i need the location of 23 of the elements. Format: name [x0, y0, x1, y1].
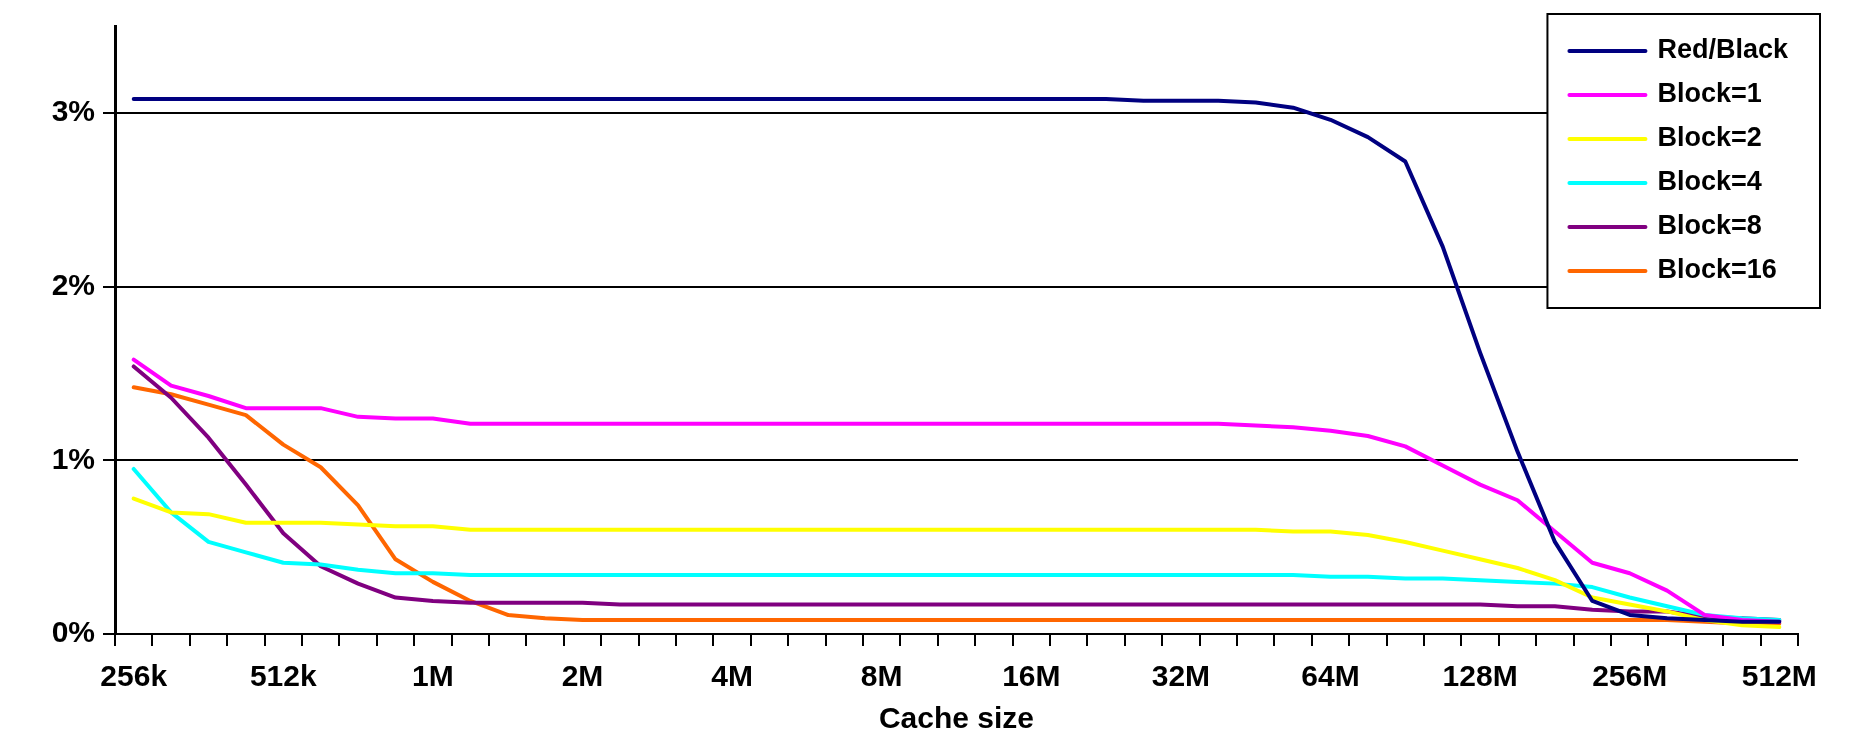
x-tick-label: 8M: [860, 659, 903, 693]
legend-label: Block=8: [1657, 210, 1762, 241]
x-tick-label: 2M: [561, 659, 604, 693]
legend-label: Block=16: [1657, 254, 1777, 285]
legend-label: Block=2: [1657, 122, 1762, 153]
x-tick-label: 512k: [249, 659, 317, 693]
x-axis-title: Cache size: [878, 701, 1035, 735]
x-tick-label: 64M: [1301, 659, 1360, 693]
legend-label: Red/Black: [1657, 34, 1789, 65]
y-tick-label: 2%: [51, 267, 95, 301]
x-tick-label: 16M: [1002, 659, 1061, 693]
y-tick-label: 3%: [51, 94, 95, 128]
x-tick-label: 256k: [100, 659, 168, 693]
y-tick-label: 1%: [51, 441, 95, 475]
x-tick-label: 4M: [711, 659, 753, 693]
x-tick-label: 256M: [1592, 659, 1668, 693]
y-tick-label: 0%: [51, 615, 95, 649]
x-tick-label: 512M: [1741, 659, 1817, 693]
legend-label: Block=1: [1657, 78, 1762, 109]
x-tick-label: 1M: [412, 659, 454, 693]
x-tick-label: 32M: [1151, 659, 1211, 693]
x-tick-label: 128M: [1442, 659, 1518, 693]
legend-label: Block=4: [1657, 166, 1762, 197]
